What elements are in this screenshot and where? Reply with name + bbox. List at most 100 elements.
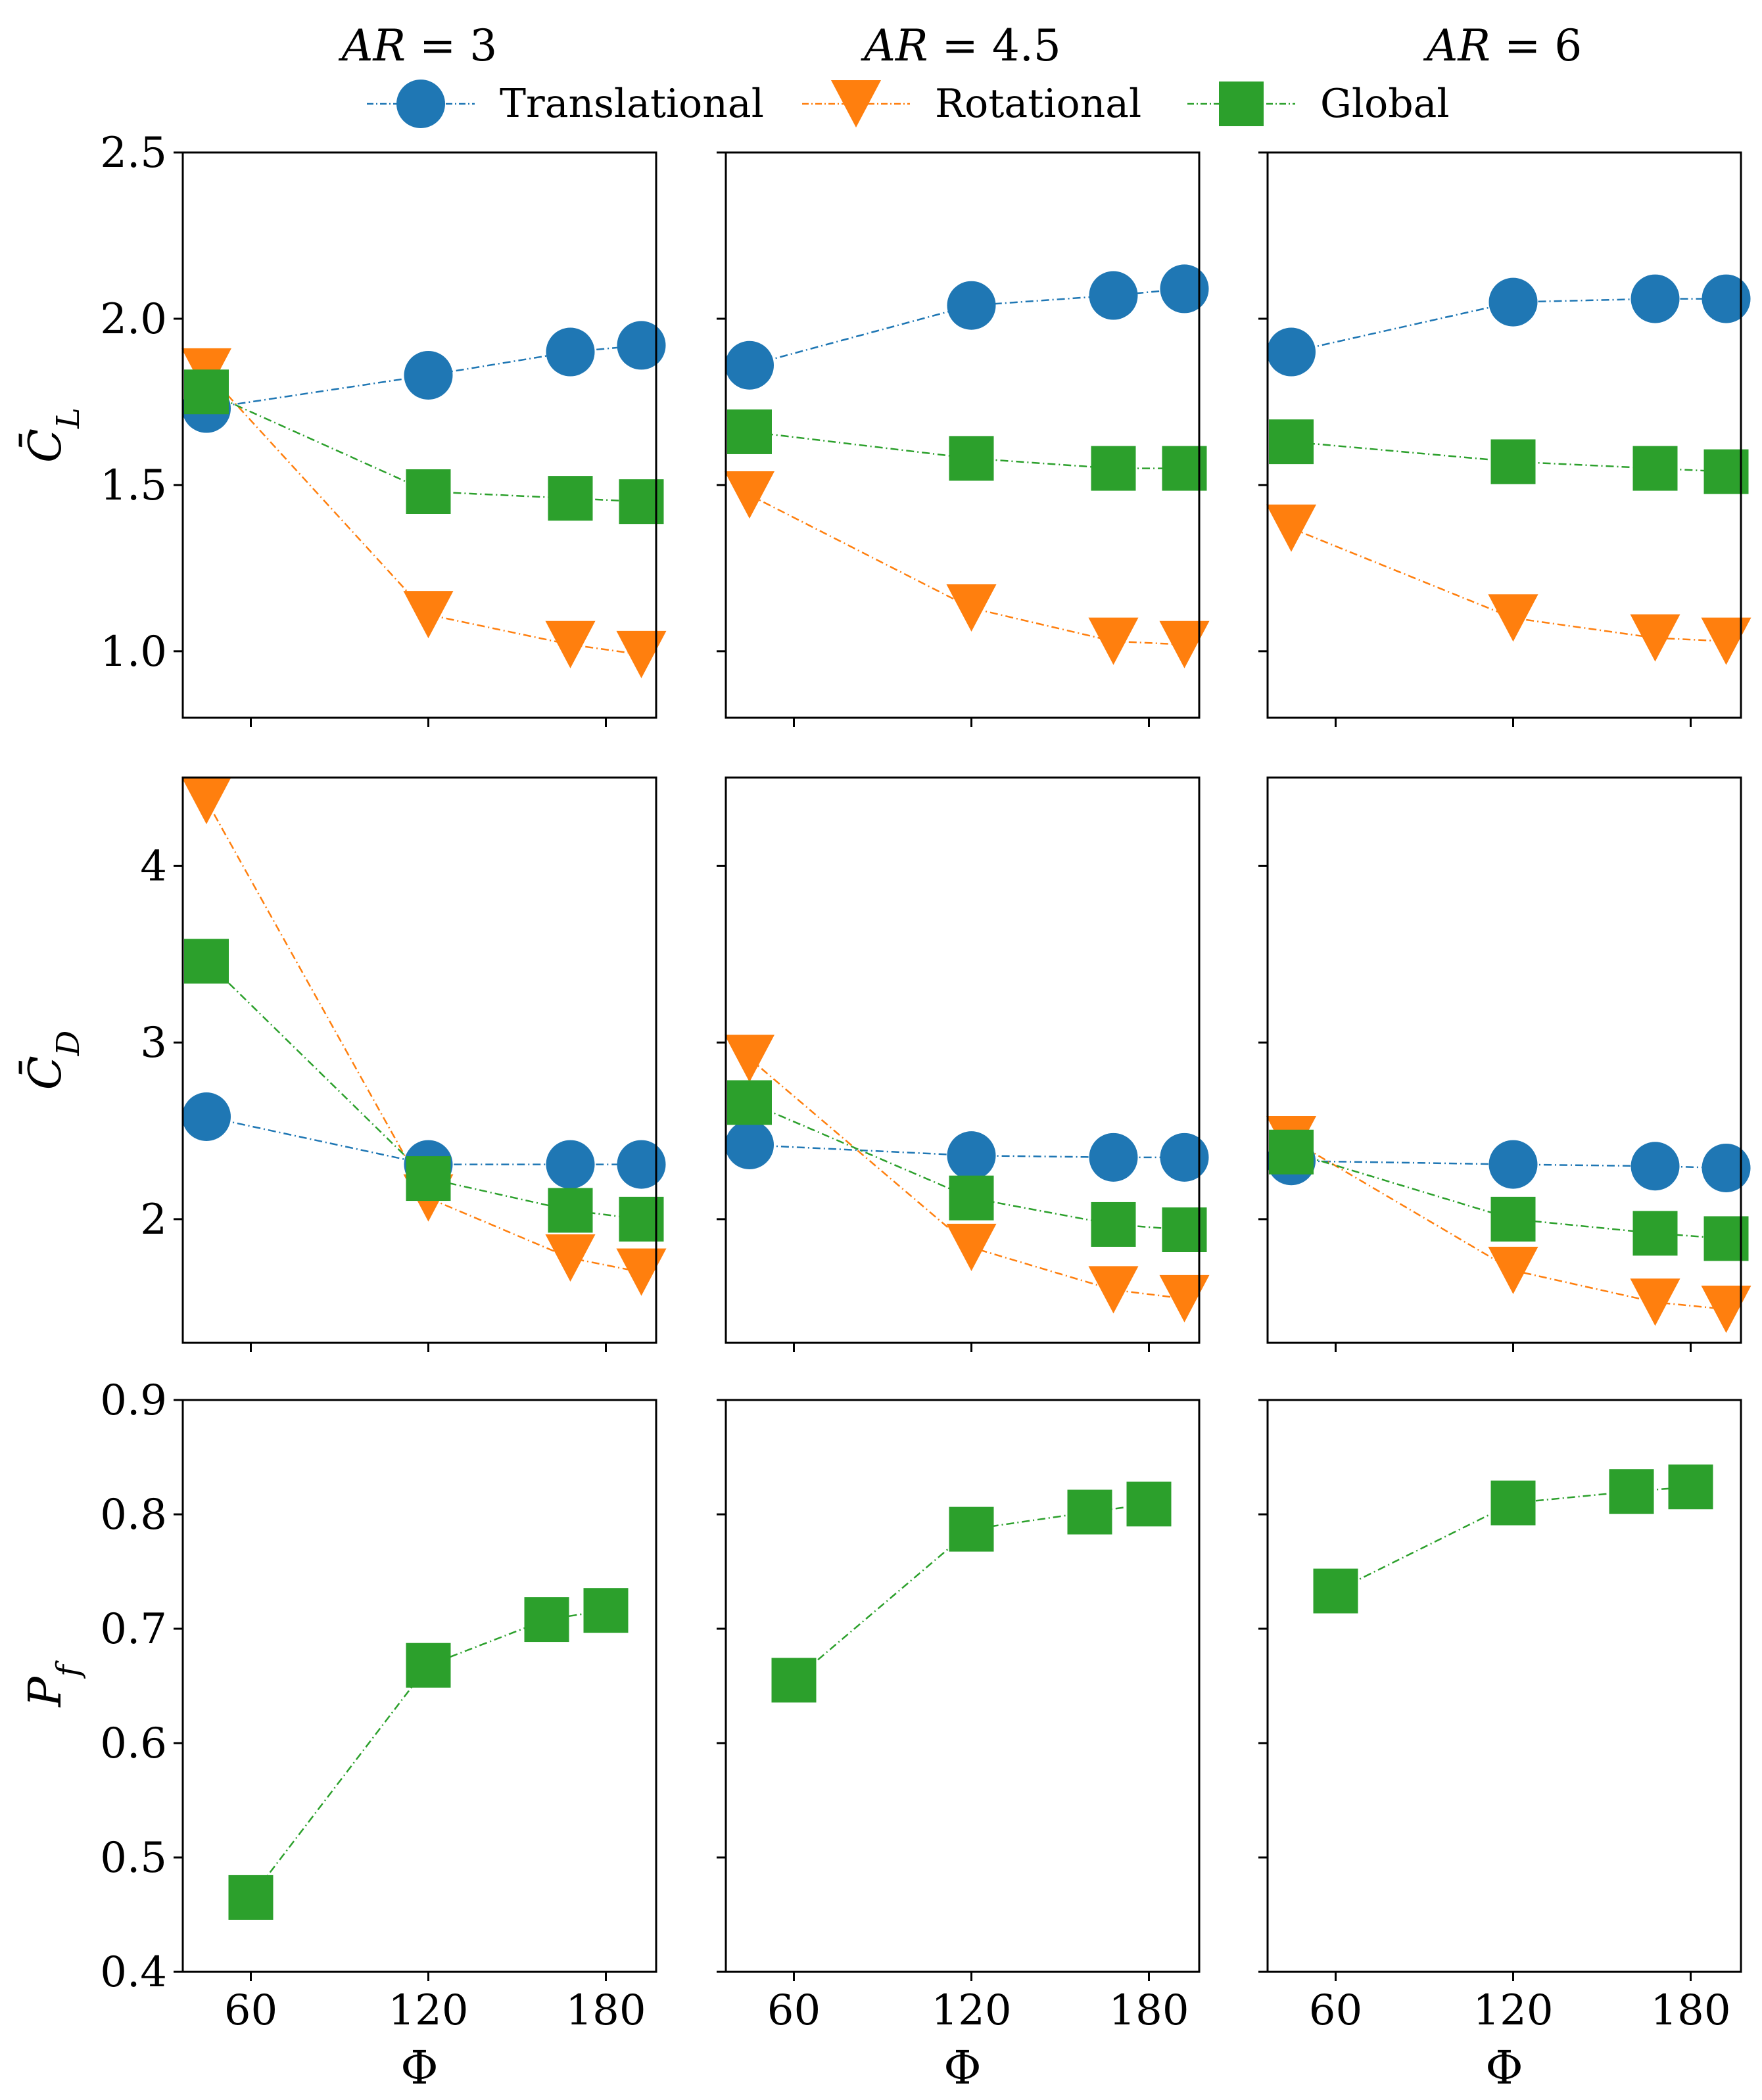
column-title-value: = 3 (406, 20, 497, 71)
series-line-translational (1291, 298, 1726, 353)
data-point-translational (1160, 264, 1209, 314)
data-point-translational (1702, 274, 1751, 323)
data-point-global (1126, 1482, 1172, 1527)
panel-r0-c2 (1258, 151, 1751, 727)
data-point-rotational (181, 776, 231, 824)
column-title-variable: AR (1423, 20, 1490, 71)
data-point-rotational (1159, 620, 1210, 668)
ytick-label: 0.8 (100, 1491, 167, 1539)
data-point-global (1490, 439, 1536, 484)
data-point-rotational (616, 1248, 667, 1296)
panel-frame (725, 151, 1201, 719)
xtick-label: 120 (388, 1986, 468, 2035)
data-point-translational (1267, 327, 1316, 377)
series-line-global (206, 960, 642, 1221)
ytick-label: 3 (140, 1019, 167, 1067)
ytick-label: 4 (140, 842, 167, 891)
data-point-translational (1160, 1132, 1209, 1182)
data-point-translational (1089, 271, 1138, 320)
data-point-global (1091, 446, 1136, 491)
ytick-label: 0.9 (100, 1376, 167, 1425)
column-titles: AR = 3 AR = 4.5 AR = 6 (338, 20, 1583, 71)
series-line-rotational (1291, 527, 1726, 642)
legend-label: Global (1320, 81, 1450, 127)
xtick-label: 180 (565, 1986, 646, 2035)
data-point-rotational (545, 1234, 596, 1282)
ytick-label: 2.5 (100, 129, 167, 177)
ytick-label: 2 (140, 1196, 167, 1244)
data-point-rotational (1630, 614, 1680, 662)
data-point-global (406, 1643, 451, 1688)
xtick-label: 60 (767, 1986, 821, 2035)
data-point-translational (546, 327, 595, 377)
ytick-label: 0.4 (100, 1948, 167, 1997)
legend-item-translational: Translational (367, 80, 764, 128)
panel-r0-c1 (717, 151, 1210, 727)
data-point-translational (1488, 1140, 1538, 1189)
column-title: AR = 6 (1423, 20, 1583, 71)
yaxis-label: Pf (20, 1660, 87, 1708)
panel-frame (1266, 776, 1742, 1344)
data-point-translational (617, 321, 666, 370)
xtick-label: 120 (931, 1986, 1011, 2035)
panel-frame (1266, 151, 1742, 719)
xaxis-label: Φ (400, 2041, 438, 2095)
panel-r2-c2: 60 120 180 Φ (1258, 1399, 1742, 2095)
legend-marker-global (1219, 82, 1264, 126)
data-point-rotational (1488, 1246, 1538, 1294)
data-point-rotational (1088, 617, 1139, 665)
data-point-global (1067, 1489, 1112, 1535)
yaxis-label-subscript: D (50, 1031, 87, 1056)
data-point-global (1490, 1480, 1536, 1526)
series-line-rotational (206, 371, 642, 656)
data-point-global (949, 1506, 994, 1552)
xaxis-label: Φ (943, 2041, 981, 2095)
legend: Translational Rotational Global (367, 80, 1450, 128)
series-line-global (1335, 1485, 1691, 1592)
data-point-translational (1631, 1142, 1680, 1191)
data-point-rotational (545, 620, 596, 668)
data-point-rotational (403, 591, 454, 639)
column-title-variable: AR (860, 20, 928, 71)
data-point-translational (1089, 1132, 1138, 1182)
yaxis-label-main: C̄ (20, 429, 72, 463)
panel-frame (181, 151, 657, 719)
data-point-rotational (1488, 594, 1538, 642)
series-line-global (206, 391, 642, 503)
yaxis-label: C̄L (20, 408, 87, 463)
data-point-translational (725, 1121, 774, 1169)
data-point-global (1490, 1196, 1536, 1242)
data-point-global (228, 1875, 274, 1920)
legend-item-global: Global (1187, 81, 1450, 127)
data-point-rotational (616, 630, 667, 678)
data-point-global (1632, 446, 1678, 491)
data-point-rotational (1701, 617, 1751, 665)
data-point-global (406, 1156, 451, 1202)
series-line-translational (206, 1115, 642, 1165)
data-point-global (1091, 1202, 1136, 1247)
panel-frame (181, 776, 657, 1344)
data-point-global (771, 1658, 817, 1703)
column-title-value: = 4.5 (928, 20, 1061, 71)
xtick-label: 180 (1650, 1986, 1730, 2035)
data-point-global (1269, 1129, 1314, 1175)
yaxis-label: C̄D (20, 1031, 87, 1090)
panel-grid: 1.01.52.02.5C̄L234C̄D0.40.50.60.70.80.96… (20, 129, 1751, 2095)
data-point-translational (546, 1140, 595, 1189)
data-point-translational (947, 281, 996, 330)
data-point-global (1609, 1469, 1654, 1514)
series-line-global (793, 1503, 1149, 1681)
series-line-translational (206, 344, 642, 409)
yaxis-label-subscript: f (50, 1660, 87, 1679)
ytick-label: 0.7 (100, 1605, 167, 1654)
data-point-global (184, 369, 229, 415)
column-title: AR = 3 (338, 20, 498, 71)
data-point-global (524, 1597, 569, 1643)
yaxis-label-subscript: L (50, 408, 87, 429)
data-point-global (406, 469, 451, 514)
series-line-translational (1291, 1159, 1726, 1169)
data-point-global (949, 1175, 994, 1221)
series-line-global (250, 1609, 606, 1898)
legend-item-rotational: Rotational (802, 80, 1141, 128)
data-point-rotational (1701, 1285, 1751, 1333)
